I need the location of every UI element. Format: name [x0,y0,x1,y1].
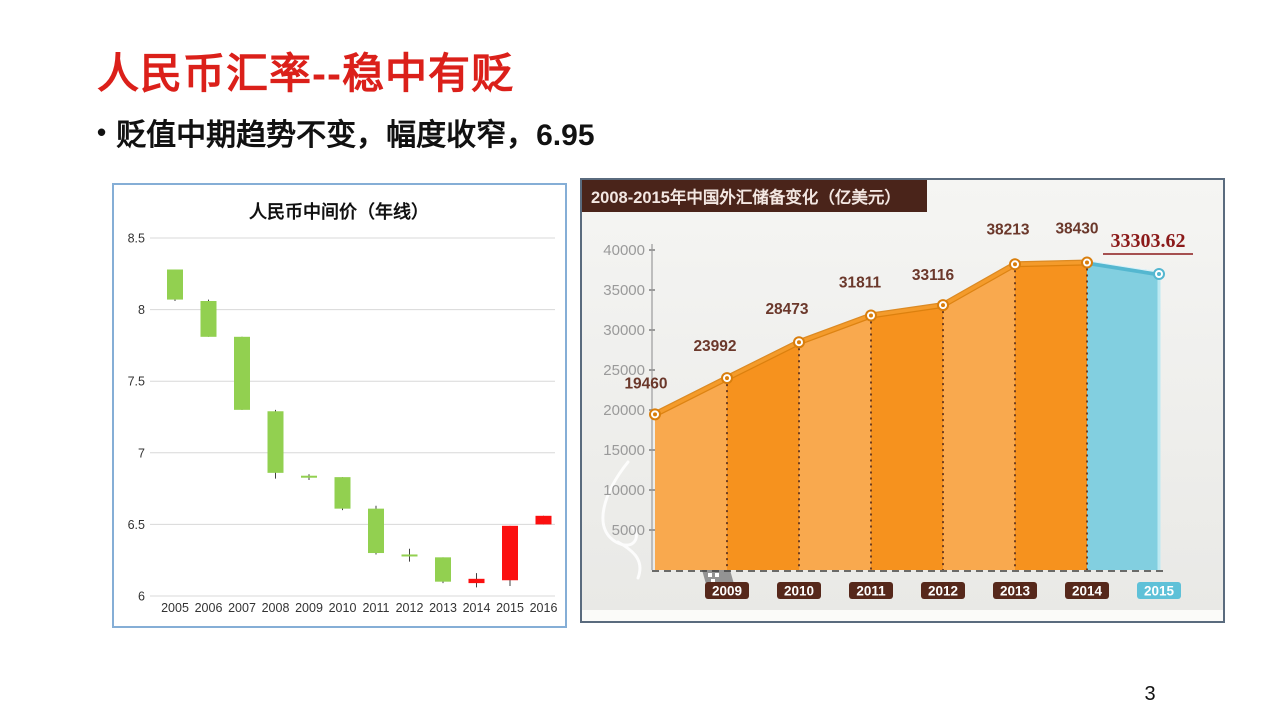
x-tick-label: 2013 [429,601,457,615]
x-label-box-2011 [849,582,893,599]
y-tick-label: 5000 [612,522,645,539]
data-point-core-2009 [725,376,729,381]
y-tick-label: 7 [138,446,145,460]
x-tick-label: 2010 [329,601,357,615]
area-band-2012-2013 [943,264,1015,570]
x-tick-label: 2008 [262,601,290,615]
candle-body-2005 [167,269,183,300]
value-label-2013: 38213 [986,221,1029,238]
area-band-2008-2009 [655,378,727,570]
value-label-2011: 31811 [839,275,882,292]
candle-body-2008 [267,411,284,473]
bullet-icon: • [97,117,107,147]
y-tick-label: 40000 [603,242,645,259]
area-band-2010-2011 [799,315,871,570]
x-label-2009: 2009 [712,584,742,599]
page-number: 3 [1144,683,1156,705]
x-tick-label: 2015 [496,601,524,615]
area-band-2011-2012 [871,305,943,570]
data-point-core-2015 [1157,272,1161,276]
candle-body-2014 [468,578,485,584]
area-chart: 40000 35000 30000 25000 20000 15000 10000 5000 1… [582,180,1223,610]
x-label-box-2013 [993,582,1037,599]
candle-body-2016 [535,515,552,525]
y-tick-label: 10000 [603,482,645,499]
x-label-2012: 2012 [928,584,958,599]
data-point-core-2011 [869,313,873,318]
value-label-2010: 28473 [765,301,808,318]
x-tick-label: 2014 [463,601,491,615]
area-chart-title: 2008-2015年中国外汇储备变化（亿美元） [591,187,901,207]
candle-chart-title: 人民币中间价（年线） [249,201,429,222]
y-tick-label: 20000 [603,402,645,419]
value-label-2008: 19460 [624,375,667,392]
x-tick-label: 2016 [530,601,558,615]
x-tick-label: 2011 [363,601,390,615]
y-tick-label: 35000 [603,282,645,299]
watermark-logo-dot [715,573,719,577]
candlestick-chart-panel: 人民币中间价（年线） 8.5 8 7.5 7 6.5 6 2005 2006 2007 2008 20… [112,183,567,628]
candle-body-2011 [368,508,384,554]
x-label-box-2009 [705,582,749,599]
x-label-box-2015 [1137,582,1181,599]
value-label-2012: 33116 [912,267,955,284]
y-tick-label: 6.5 [128,518,145,532]
data-point-core-2010 [797,340,801,345]
y-tick-label: 30000 [603,322,645,339]
x-label-2015: 2015 [1144,584,1175,599]
candle-body-2012 [401,554,418,557]
candle-body-2007 [234,336,250,410]
candle-body-2013 [435,557,451,582]
data-point-core-2008 [653,412,657,417]
candle-body-2010 [334,477,351,509]
series-line-cyan-highlight [1086,259,1160,273]
y-tick-label: 8.5 [128,232,145,246]
data-point-core-2014 [1085,260,1089,265]
x-label-box-2012 [921,582,965,599]
watermark-logo-dot [711,579,715,583]
slide-title: 人民币汇率--稳中有贬 [97,50,514,97]
data-point-core-2012 [941,303,945,308]
series-line-cyan [1086,260,1160,277]
x-label-2011: 2011 [856,584,886,599]
x-label-2010: 2010 [784,584,814,599]
area-band-2013-2014 [1015,262,1087,570]
value-label-2009: 23992 [693,338,736,355]
x-tick-label: 2009 [295,601,323,615]
x-label-box-2010 [777,582,821,599]
candle-body-2009 [301,475,317,478]
x-label-box-2014 [1065,582,1109,599]
watermark-swirl [601,460,642,580]
x-tick-label: 2007 [228,601,256,615]
y-tick-label: 7.5 [128,375,145,389]
area-chart-title-bar [582,180,927,212]
candlestick-chart: 人民币中间价（年线） 8.5 8 7.5 7 6.5 6 2005 2006 2007 2008 20… [128,201,558,615]
x-label-2014: 2014 [1072,584,1103,599]
area-chart-panel: 40000 35000 30000 25000 20000 15000 10000 5000 1… [580,178,1225,623]
value-label-2015: 33303.62 [1111,230,1186,252]
y-tick-label: 15000 [603,442,645,459]
x-tick-label: 2005 [161,601,189,615]
y-tick-label: 6 [138,590,145,604]
data-point-core-2013 [1013,262,1017,267]
area-band-2009-2010 [727,342,799,570]
bullet-text: 贬值中期趋势不变，幅度收窄，6.95 [116,119,595,152]
value-label-2014: 38430 [1055,221,1098,238]
candle-body-2015 [502,525,518,581]
x-tick-label: 2012 [396,601,424,615]
y-tick-label: 8 [138,303,145,317]
x-tick-label: 2006 [195,601,223,615]
y-tick-label: 25000 [603,362,645,379]
watermark-logo-dot [708,573,712,577]
watermark-logo [702,570,734,584]
x-label-2013: 2013 [1000,584,1031,599]
candle-body-2006 [200,301,217,337]
bullet-line: • 贬值中期趋势不变，幅度收窄，6.95 [97,110,1147,154]
area-band-2014-2015 [1087,262,1159,570]
